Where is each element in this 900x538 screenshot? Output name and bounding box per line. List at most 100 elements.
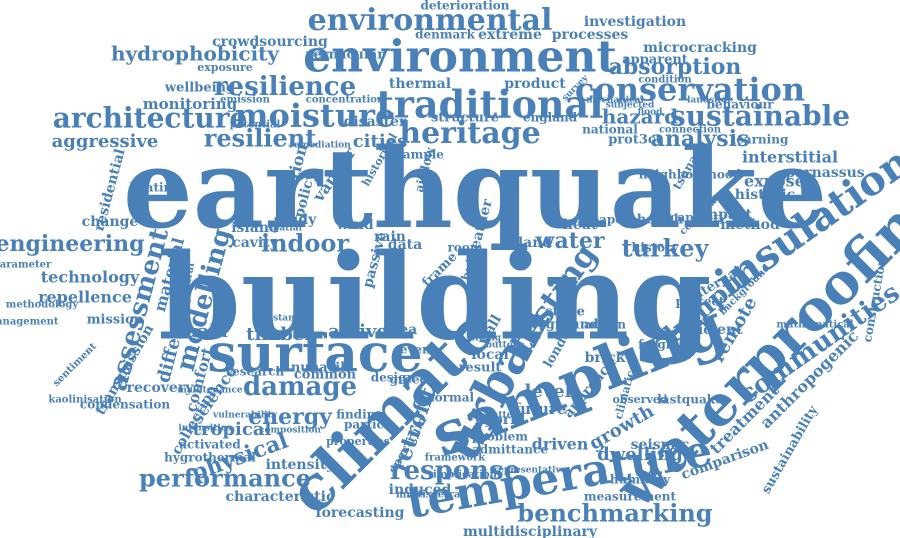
cloud-word-repellence: repellence	[38, 288, 132, 307]
cloud-word-area: area	[383, 322, 417, 338]
cloud-word-management: management	[0, 317, 59, 328]
cloud-word-heating: heating	[129, 181, 181, 195]
cloud-word-concentration: concentration	[306, 95, 385, 106]
cloud-word-prot3ct: prot3ct	[608, 133, 662, 148]
cloud-word-thermal: thermal	[389, 76, 451, 92]
cloud-word-efficient: efficient	[677, 322, 743, 338]
cloud-word-characteristic: characteristic	[225, 489, 334, 505]
cloud-word-investigation: investigation	[584, 14, 686, 30]
cloud-word-exposure: exposure	[197, 61, 253, 74]
cloud-word-spatial: spatial	[268, 224, 303, 234]
cloud-word-wellbeing: wellbeing	[164, 81, 235, 96]
cloud-word-potential: potential	[230, 120, 281, 131]
cloud-word-environment: environment	[303, 32, 617, 83]
cloud-word-fragility: fragility	[638, 338, 693, 352]
cloud-word-study: study	[274, 212, 317, 228]
cloud-word-result: result	[459, 361, 502, 376]
cloud-word-processes: processes	[552, 27, 629, 43]
cloud-word-recovery: recovery	[127, 380, 195, 396]
cloud-word-method: method	[720, 217, 780, 233]
cloud-word-mathematical: mathematical	[776, 320, 853, 331]
cloud-word-engineering: engineering	[0, 231, 145, 257]
cloud-word-common: common	[294, 368, 357, 383]
cloud-word-neighbourhood: neighbourhood	[639, 168, 742, 182]
cloud-word-activated: activated	[179, 438, 241, 452]
cloud-word-extreme: extreme	[478, 27, 542, 43]
cloud-word-data: data	[388, 237, 422, 253]
cloud-word-stone: stone	[545, 305, 585, 320]
cloud-word-multidisciplinary: multidisciplinary	[463, 524, 598, 538]
cloud-word-hybrid: hybrid	[475, 412, 526, 428]
cloud-word-surface: surface	[207, 324, 422, 385]
cloud-word-change: change	[82, 214, 139, 230]
cloud-word-particle: particle	[344, 418, 396, 432]
cloud-word-research: research	[226, 365, 285, 379]
cloud-word-health: health	[637, 213, 684, 228]
cloud-word-cities: cities	[353, 131, 408, 152]
cloud-word-aggressive: aggressive	[52, 131, 159, 152]
cloud-word-performance: performance	[139, 464, 311, 493]
cloud-word-intensity: intensity	[266, 457, 336, 473]
cloud-word-room: room	[447, 241, 482, 255]
cloud-word-analysis: analysis	[651, 126, 750, 152]
cloud-word-admittance: admittance	[472, 443, 548, 457]
cloud-word-cavity: cavity	[232, 235, 279, 251]
cloud-word-earthquake: earthquake	[123, 124, 827, 253]
cloud-word-water: water	[535, 228, 605, 254]
cloud-word-historic: historic	[735, 187, 795, 203]
cloud-word-crowdsourcing: crowdsourcing	[212, 34, 328, 50]
cloud-word-connection: connection	[659, 125, 722, 136]
cloud-word-emission: emission	[220, 95, 270, 106]
cloud-word-sample: sample	[396, 148, 444, 162]
cloud-word-remediation: remediation	[289, 141, 351, 151]
cloud-word-timber: timber	[246, 324, 314, 345]
cloud-word-implication: implication	[433, 470, 498, 481]
cloud-word-land: land	[518, 235, 553, 251]
cloud-word-paper: paper	[591, 213, 630, 227]
cloud-word-resistance: resistance	[254, 314, 306, 324]
cloud-word-composition: composition	[259, 426, 321, 436]
cloud-word-pattern: pattern	[486, 411, 524, 421]
cloud-word-vernacular: vernacular	[305, 48, 384, 63]
cloud-word-product: product	[504, 76, 566, 92]
cloud-word-buttons: buttons	[486, 341, 525, 351]
cloud-word-design: design	[371, 371, 416, 385]
cloud-word-interstitial: interstitial	[742, 148, 838, 167]
cloud-word-sentiment: sentiment	[51, 341, 99, 389]
cloud-word-greece: greece	[390, 373, 435, 387]
cloud-word-forecasting: forecasting	[316, 505, 405, 521]
cloud-word-damage: damage	[243, 372, 357, 402]
cloud-word-finding: finding	[336, 408, 384, 422]
cloud-word-future: future	[514, 400, 567, 418]
cloud-word-traditional: traditional	[376, 82, 603, 127]
cloud-word-action: action	[584, 318, 626, 332]
cloud-word-lastquake: lastquake	[657, 393, 723, 407]
cloud-word-environmental: environmental	[308, 3, 553, 38]
cloud-word-wind: wind	[335, 217, 374, 233]
cloud-word-normal: normal	[426, 391, 475, 405]
cloud-word-apparent: apparent	[622, 53, 688, 68]
cloud-word-mechanical: mechanical	[586, 96, 644, 106]
cloud-word-building: building	[158, 228, 712, 367]
cloud-word-parnassus: parnassus	[785, 165, 864, 181]
cloud-word-history: history	[632, 241, 680, 255]
cloud-word-benchmarking: benchmarking	[517, 499, 712, 528]
cloud-word-methodology: methodology	[6, 300, 80, 311]
cloud-word-seismic: seismic	[631, 437, 690, 453]
cloud-word-heritage: heritage	[399, 116, 540, 151]
cloud-word-energy: energy	[248, 404, 333, 430]
cloud-word-tropical: tropical	[193, 419, 272, 440]
cloud-word-technology: technology	[41, 268, 140, 287]
cloud-word-subjected: subjected	[606, 101, 655, 111]
cloud-word-learning: learning	[732, 133, 789, 147]
cloud-word-multiscetral: multiscetral	[396, 490, 465, 501]
cloud-word-architecture: architecture	[53, 102, 248, 135]
cloud-word-capacity: capacity	[670, 211, 727, 225]
cloud-word-nunavik: nunavik	[291, 361, 350, 376]
cloud-word-turkey: turkey	[621, 234, 709, 263]
cloud-word-hygrothermal: hygrothermal	[164, 451, 256, 465]
cloud-word-landslide: landslide	[687, 96, 733, 106]
cloud-word-exposed: exposed	[744, 172, 816, 191]
cloud-word-parameter: parameter	[0, 260, 52, 271]
cloud-word-framework: framework	[425, 453, 487, 464]
